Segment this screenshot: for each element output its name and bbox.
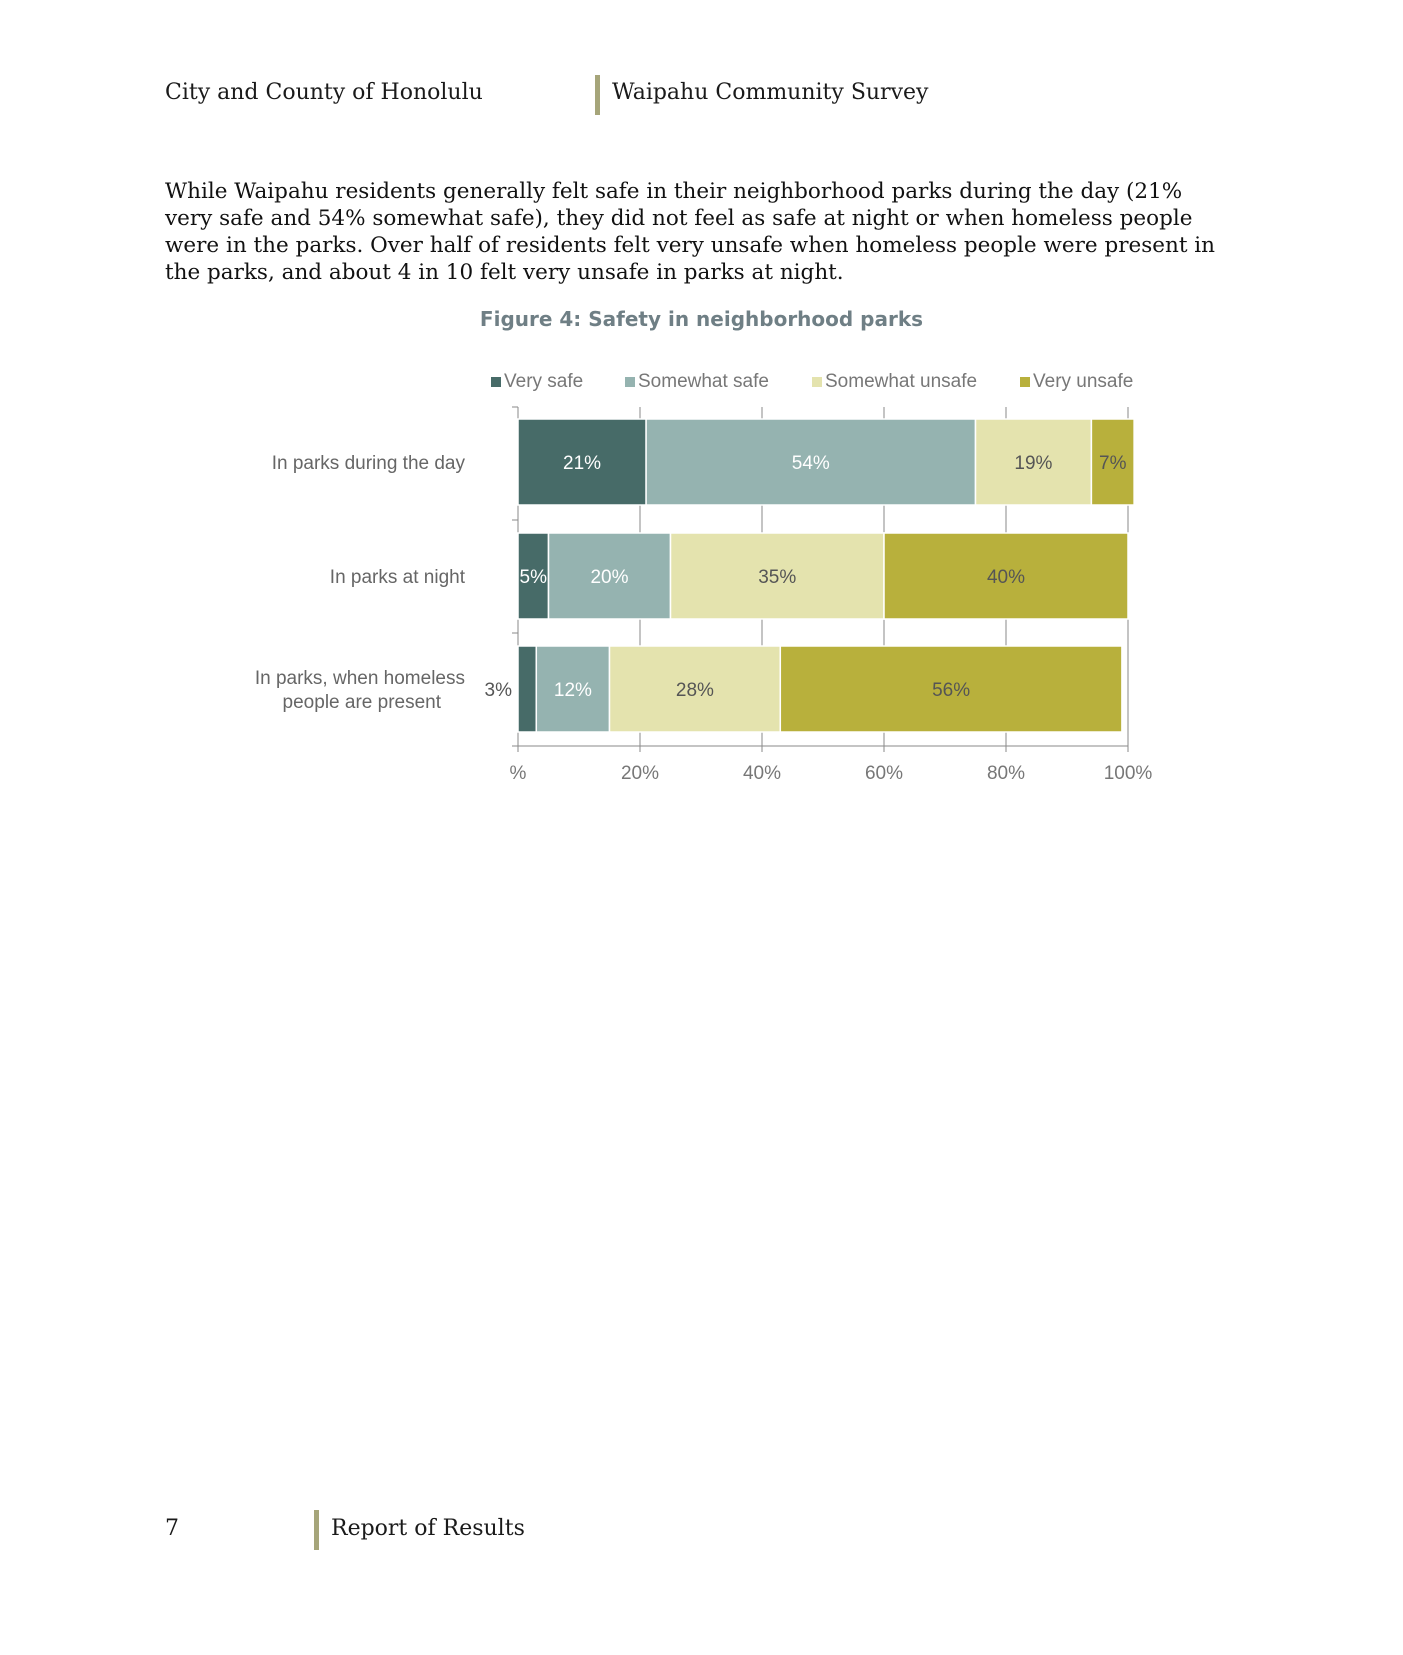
bar-segment-somewhat-unsafe <box>669 532 885 620</box>
data-label: 3% <box>485 680 513 701</box>
legend-swatch <box>491 377 501 387</box>
category-label: people are present <box>283 692 442 713</box>
bar-segment-very-unsafe <box>779 645 1123 733</box>
category-label: In parks, when homeless <box>255 668 465 689</box>
data-label: 19% <box>1014 453 1052 474</box>
data-label: 7% <box>1099 453 1127 474</box>
bar-segment-very-safe <box>517 418 647 506</box>
legend-swatch <box>625 377 635 387</box>
bar-segment-somewhat-unsafe <box>608 645 782 733</box>
data-label: 21% <box>563 453 601 474</box>
bar-segment-somewhat-safe <box>535 645 611 733</box>
x-tick-label: 100% <box>1104 763 1153 784</box>
bar-segment-somewhat-unsafe <box>974 418 1093 506</box>
legend-label: Somewhat safe <box>638 371 769 392</box>
bar-segment-somewhat-safe <box>547 532 672 620</box>
bar-segment-very-unsafe <box>1090 418 1135 506</box>
legend-swatch <box>1020 377 1030 387</box>
data-label: 35% <box>758 567 796 588</box>
x-tick-label: 20% <box>621 763 659 784</box>
data-label: 20% <box>590 567 628 588</box>
page-number: 7 <box>165 1516 179 1541</box>
data-label: 54% <box>792 453 830 474</box>
legend-label: Very safe <box>504 371 583 392</box>
legend-label: Somewhat unsafe <box>825 371 977 392</box>
x-tick-label: 80% <box>987 763 1025 784</box>
x-tick-label: 60% <box>865 763 903 784</box>
data-label: 40% <box>987 567 1025 588</box>
x-tick-label: % <box>510 763 527 784</box>
bar-segment-very-safe <box>517 532 550 620</box>
data-label: 5% <box>520 567 548 588</box>
header-organization: City and County of Honolulu <box>165 80 483 105</box>
bar-segment-very-unsafe <box>883 532 1129 620</box>
data-label: 28% <box>676 680 714 701</box>
legend-label: Very unsafe <box>1033 371 1133 392</box>
data-label: 56% <box>932 680 970 701</box>
figure-title-text: Figure 4: Safety in neighborhood parks <box>479 307 924 331</box>
data-label: 12% <box>554 680 592 701</box>
header-report-title: Waipahu Community Survey <box>612 80 929 105</box>
footer-divider <box>314 1510 319 1550</box>
bar-segment-very-safe <box>517 645 538 733</box>
bar-segment-somewhat-safe <box>645 418 977 506</box>
x-tick-label: 40% <box>743 763 781 784</box>
body-paragraph: While Waipahu residents generally felt s… <box>165 179 1216 285</box>
category-label: In parks during the day <box>272 453 466 474</box>
footer-text: Report of Results <box>331 1516 525 1541</box>
category-label: In parks at night <box>330 567 466 588</box>
header-divider <box>595 75 600 115</box>
figure-title: Figure 4: Safety in neighborhood parks <box>0 307 1403 331</box>
legend-swatch <box>812 377 822 387</box>
